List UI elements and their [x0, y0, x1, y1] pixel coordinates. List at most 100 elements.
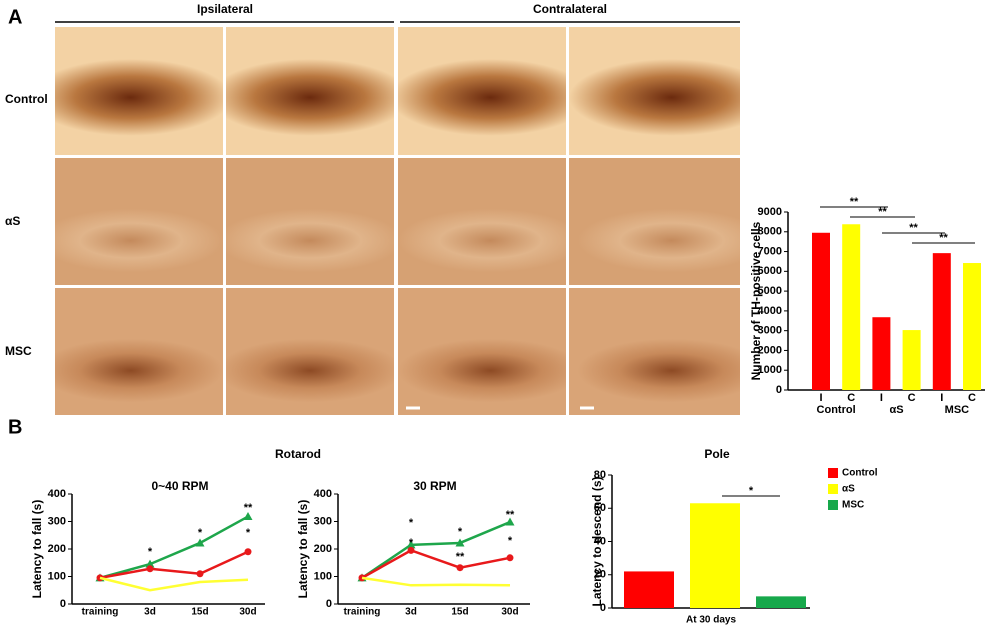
column-header: Contralateral: [533, 2, 607, 16]
significance: *: [508, 535, 513, 547]
y-tick-label: 400: [314, 488, 332, 500]
line: [99, 576, 249, 592]
y-tick-label: 9000: [758, 206, 782, 218]
y-axis-label: Latency to fall (s): [30, 500, 44, 599]
y-tick-label: 300: [48, 515, 66, 527]
row-label: αS: [5, 214, 20, 228]
y-tick-label: 2000: [758, 344, 782, 356]
micrograph: [398, 288, 566, 415]
y-tick-label: 300: [314, 515, 332, 527]
chart-title: Pole: [704, 447, 730, 461]
x-tick-label: 30d: [501, 607, 518, 618]
chart-title: 30 RPM: [413, 479, 456, 493]
x-tick-label: 3d: [405, 607, 417, 618]
significance: **: [850, 196, 859, 208]
point: [243, 512, 253, 521]
x-tick-label: C: [908, 392, 916, 404]
y-tick-label: 6000: [758, 265, 782, 277]
line: [361, 576, 511, 587]
point: [505, 517, 515, 526]
bar: [963, 263, 981, 390]
significance: *: [246, 527, 251, 539]
y-tick-label: 0: [326, 598, 332, 610]
y-tick-label: 80: [594, 469, 606, 481]
line: [361, 549, 511, 579]
micrograph: [226, 27, 394, 155]
x-tick-label: C: [847, 392, 855, 404]
x-axis-label: At 30 days: [686, 615, 736, 626]
legend-label: MSC: [842, 500, 864, 511]
y-tick-label: 200: [314, 543, 332, 555]
y-tick-label: 4000: [758, 305, 782, 317]
legend-label: αS: [842, 484, 855, 495]
bar: [872, 317, 891, 390]
point: [456, 564, 464, 572]
legend-label: Control: [842, 468, 878, 479]
y-tick-label: 100: [314, 570, 332, 582]
x-tick-label: training: [82, 607, 119, 618]
point: [195, 538, 205, 547]
point: [244, 548, 252, 556]
point: [145, 559, 155, 568]
micrograph: [569, 27, 740, 155]
y-tick-label: 100: [48, 570, 66, 582]
significance: *: [409, 517, 414, 529]
group-label: Control: [817, 404, 856, 416]
line: [361, 520, 511, 579]
y-tick-label: 3000: [758, 325, 782, 337]
y-tick-label: 40: [594, 535, 606, 547]
y-tick-label: 20: [594, 569, 606, 581]
significance: **: [456, 551, 465, 563]
bar: [690, 503, 740, 608]
x-tick-label: 15d: [191, 607, 208, 618]
micrograph: [398, 158, 566, 285]
x-tick-label: training: [344, 607, 381, 618]
y-axis-label: Latency to descend (s): [590, 476, 604, 606]
bar: [902, 330, 921, 390]
micrograph: [398, 27, 566, 155]
significance: **: [878, 206, 887, 218]
bar: [756, 596, 806, 608]
significance: **: [244, 502, 253, 514]
row-label: Control: [5, 92, 48, 106]
bar: [842, 224, 861, 390]
chart-title: 0~40 RPM: [151, 479, 208, 493]
y-tick-label: 0: [600, 602, 606, 614]
bar: [932, 253, 951, 390]
panel-label: A: [8, 6, 22, 28]
y-tick-label: 400: [48, 488, 66, 500]
micrograph: [55, 27, 223, 155]
point: [146, 565, 154, 573]
line: [99, 515, 249, 580]
significance: *: [749, 485, 754, 497]
micrograph: [55, 158, 223, 285]
significance: **: [939, 232, 948, 244]
column-header: Ipsilateral: [197, 2, 253, 16]
y-tick-label: 7000: [758, 245, 782, 257]
legend-swatch: [828, 468, 838, 478]
x-tick-label: 30d: [239, 607, 256, 618]
x-tick-label: I: [819, 392, 822, 404]
significance: **: [506, 509, 515, 521]
row-label: MSC: [5, 344, 32, 358]
x-tick-label: 3d: [144, 607, 156, 618]
group-title: Rotarod: [275, 447, 321, 461]
point: [455, 538, 465, 547]
significance: *: [409, 537, 414, 549]
panel-label: B: [8, 416, 22, 438]
y-tick-label: 1000: [758, 364, 782, 376]
significance: *: [198, 527, 203, 539]
y-tick-label: 8000: [758, 226, 782, 238]
micrograph: [569, 288, 740, 415]
bar: [812, 232, 830, 390]
micrograph: [569, 158, 740, 285]
legend-swatch: [828, 484, 838, 494]
y-tick-label: 5000: [758, 285, 782, 297]
y-tick-label: 60: [594, 502, 606, 514]
group-label: MSC: [945, 404, 970, 416]
significance: *: [458, 526, 463, 538]
y-tick-label: 200: [48, 543, 66, 555]
x-tick-label: C: [968, 392, 976, 404]
x-tick-label: I: [880, 392, 883, 404]
